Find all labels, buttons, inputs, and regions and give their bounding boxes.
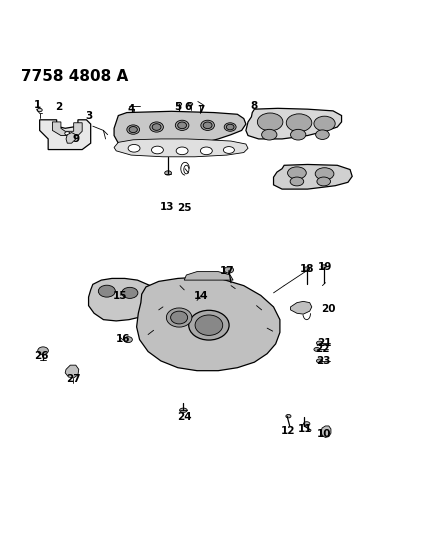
Ellipse shape xyxy=(127,125,140,134)
Text: 4: 4 xyxy=(128,104,135,114)
Polygon shape xyxy=(273,165,352,189)
Ellipse shape xyxy=(122,287,138,298)
Ellipse shape xyxy=(166,308,192,327)
Polygon shape xyxy=(246,108,342,139)
Ellipse shape xyxy=(98,285,116,297)
Ellipse shape xyxy=(321,265,326,268)
Ellipse shape xyxy=(152,146,163,154)
Polygon shape xyxy=(89,278,161,321)
Text: 1: 1 xyxy=(34,100,41,110)
Text: 24: 24 xyxy=(177,413,192,423)
Ellipse shape xyxy=(257,113,283,131)
Ellipse shape xyxy=(286,415,291,418)
Ellipse shape xyxy=(315,168,334,180)
Ellipse shape xyxy=(143,293,157,302)
Ellipse shape xyxy=(171,311,187,324)
Ellipse shape xyxy=(124,337,132,343)
Text: 9: 9 xyxy=(72,134,79,144)
Ellipse shape xyxy=(314,116,335,131)
Text: 6: 6 xyxy=(185,102,192,112)
Text: 11: 11 xyxy=(298,424,313,434)
Ellipse shape xyxy=(291,130,306,140)
Ellipse shape xyxy=(150,122,163,132)
Text: 21: 21 xyxy=(317,338,332,348)
Text: 7758 4808 A: 7758 4808 A xyxy=(21,69,128,84)
Ellipse shape xyxy=(315,130,329,140)
Ellipse shape xyxy=(195,315,223,335)
Text: 12: 12 xyxy=(281,426,296,437)
Ellipse shape xyxy=(203,122,212,128)
Ellipse shape xyxy=(288,167,306,179)
Text: 13: 13 xyxy=(160,202,175,212)
Ellipse shape xyxy=(304,267,310,271)
Ellipse shape xyxy=(128,144,140,152)
Ellipse shape xyxy=(165,171,172,175)
Ellipse shape xyxy=(177,102,181,106)
Ellipse shape xyxy=(37,108,42,112)
Ellipse shape xyxy=(317,177,330,186)
Text: 25: 25 xyxy=(177,203,191,213)
Text: 10: 10 xyxy=(317,429,332,439)
Polygon shape xyxy=(291,301,312,314)
Ellipse shape xyxy=(189,310,229,340)
Text: 8: 8 xyxy=(251,101,258,111)
Text: 22: 22 xyxy=(315,344,330,354)
Text: 15: 15 xyxy=(113,291,128,301)
Ellipse shape xyxy=(200,147,212,155)
Ellipse shape xyxy=(286,114,312,132)
Text: 3: 3 xyxy=(85,110,92,120)
Text: 5: 5 xyxy=(174,102,181,112)
Ellipse shape xyxy=(316,341,322,345)
Ellipse shape xyxy=(188,102,193,106)
Ellipse shape xyxy=(180,408,187,413)
Text: 23: 23 xyxy=(316,356,331,366)
Ellipse shape xyxy=(224,266,234,273)
Polygon shape xyxy=(40,120,91,150)
Ellipse shape xyxy=(197,293,205,298)
Text: 20: 20 xyxy=(321,304,336,314)
Ellipse shape xyxy=(152,124,161,131)
Text: 2: 2 xyxy=(55,102,62,112)
Text: 16: 16 xyxy=(115,334,130,344)
Polygon shape xyxy=(114,111,246,148)
Text: 7: 7 xyxy=(198,105,205,115)
Ellipse shape xyxy=(38,347,48,354)
Text: 18: 18 xyxy=(300,264,315,273)
Ellipse shape xyxy=(303,422,310,426)
Text: 17: 17 xyxy=(220,266,234,276)
Ellipse shape xyxy=(290,177,304,186)
Polygon shape xyxy=(321,426,331,438)
Text: 14: 14 xyxy=(194,291,208,301)
Ellipse shape xyxy=(314,348,320,351)
Text: 26: 26 xyxy=(35,351,49,361)
Ellipse shape xyxy=(178,122,187,128)
Ellipse shape xyxy=(262,130,277,140)
Polygon shape xyxy=(52,122,82,135)
Polygon shape xyxy=(66,133,76,143)
Polygon shape xyxy=(65,365,79,378)
Ellipse shape xyxy=(176,147,188,155)
Ellipse shape xyxy=(201,120,214,131)
Polygon shape xyxy=(184,272,233,280)
Ellipse shape xyxy=(129,126,137,133)
Ellipse shape xyxy=(226,124,234,130)
Polygon shape xyxy=(114,139,248,157)
Text: 19: 19 xyxy=(318,262,332,271)
Ellipse shape xyxy=(65,132,70,135)
Text: 27: 27 xyxy=(66,374,81,384)
Ellipse shape xyxy=(316,359,322,363)
Ellipse shape xyxy=(223,147,235,154)
Ellipse shape xyxy=(175,120,189,131)
Ellipse shape xyxy=(224,123,236,131)
Polygon shape xyxy=(137,277,280,370)
